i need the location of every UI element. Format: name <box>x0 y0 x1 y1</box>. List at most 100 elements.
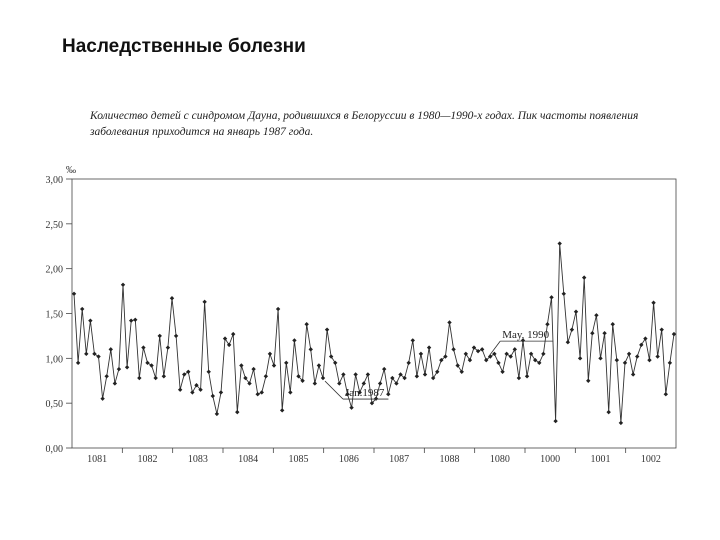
data-point <box>259 390 264 395</box>
data-point <box>430 375 436 381</box>
data-point <box>479 347 485 352</box>
data-point <box>639 342 644 348</box>
data-point <box>463 351 469 357</box>
data-point <box>165 345 171 350</box>
data-point <box>345 392 350 397</box>
data-point <box>255 392 260 397</box>
data-point <box>243 375 248 381</box>
data-point <box>198 387 203 392</box>
data-point <box>508 354 513 359</box>
data-point <box>247 381 252 386</box>
series-line <box>73 243 675 423</box>
data-point <box>410 338 415 343</box>
chart-caption: Количество детей с синдромом Дауна, роди… <box>90 110 639 138</box>
data-point <box>671 331 677 337</box>
data-point <box>455 363 460 368</box>
data-point <box>235 409 240 415</box>
data-point <box>210 393 215 399</box>
x-tick-label: 1085 <box>289 454 309 465</box>
x-tick-label: 1083 <box>188 454 208 465</box>
data-point <box>153 375 158 381</box>
data-point <box>124 365 130 370</box>
x-tick-label: 1086 <box>339 454 359 465</box>
page-title: Наследственные болезни <box>62 36 306 57</box>
data-point <box>398 372 403 377</box>
data-point <box>231 331 236 337</box>
data-point <box>590 331 595 336</box>
data-point <box>382 366 387 372</box>
data-point <box>577 356 583 361</box>
data-point <box>288 390 293 395</box>
data-point <box>390 375 395 381</box>
data-point <box>320 375 326 381</box>
data-point <box>553 418 558 424</box>
data-point <box>369 400 375 406</box>
data-point <box>622 360 628 366</box>
data-point <box>643 336 648 341</box>
data-point <box>128 318 134 323</box>
data-point <box>484 357 489 363</box>
data-point <box>586 378 591 383</box>
data-point <box>157 333 162 339</box>
data-point <box>271 363 277 368</box>
data-point <box>626 351 632 357</box>
x-tick-label: 1084 <box>238 454 258 465</box>
data-point <box>279 408 285 413</box>
data-point <box>541 351 546 357</box>
data-point <box>251 366 256 372</box>
data-point <box>569 327 575 332</box>
data-point <box>602 331 607 336</box>
y-tick-label: 1,00 <box>46 354 64 365</box>
data-point <box>349 405 354 410</box>
data-point <box>80 306 85 312</box>
annotation-label: May, 1990 <box>502 329 549 341</box>
data-point <box>655 354 660 359</box>
x-tick-label: 1081 <box>87 454 107 465</box>
data-point <box>573 309 579 314</box>
data-point <box>149 363 154 368</box>
x-tick-label: 1000 <box>540 454 560 465</box>
data-point <box>182 372 187 377</box>
data-point <box>422 372 428 377</box>
data-point <box>71 291 77 296</box>
data-point <box>630 372 636 377</box>
data-point <box>108 347 113 352</box>
y-tick-label: 0,50 <box>46 399 64 410</box>
data-point <box>169 296 175 301</box>
data-point <box>496 360 501 366</box>
data-point <box>173 333 179 339</box>
data-point <box>504 351 509 357</box>
data-point <box>545 322 550 327</box>
data-point <box>333 360 338 366</box>
y-tick-label: 2,50 <box>46 220 64 231</box>
data-point <box>406 360 411 366</box>
data-point <box>492 351 497 357</box>
data-point <box>96 354 101 359</box>
data-point <box>88 318 93 323</box>
data-point <box>561 291 566 296</box>
data-point <box>141 345 146 350</box>
data-point <box>304 322 309 327</box>
data-point <box>341 372 346 377</box>
data-point <box>100 396 105 401</box>
data-point <box>353 372 358 377</box>
data-point <box>663 392 668 397</box>
data-point <box>104 374 109 379</box>
y-tick-label: 0,00 <box>46 444 64 455</box>
data-point <box>524 374 530 379</box>
data-point <box>565 339 571 345</box>
data-point <box>275 306 281 312</box>
data-point <box>133 317 138 322</box>
x-tick-label: 1082 <box>138 454 158 465</box>
data-point <box>443 354 448 359</box>
data-point <box>116 366 122 372</box>
data-point <box>177 387 183 392</box>
data-point <box>357 390 362 395</box>
data-point <box>284 360 289 366</box>
data-point <box>186 369 191 374</box>
data-point <box>218 390 224 395</box>
x-tick-label: 1080 <box>490 454 510 465</box>
data-point <box>402 375 407 381</box>
data-point <box>120 282 126 288</box>
data-point <box>606 409 611 415</box>
